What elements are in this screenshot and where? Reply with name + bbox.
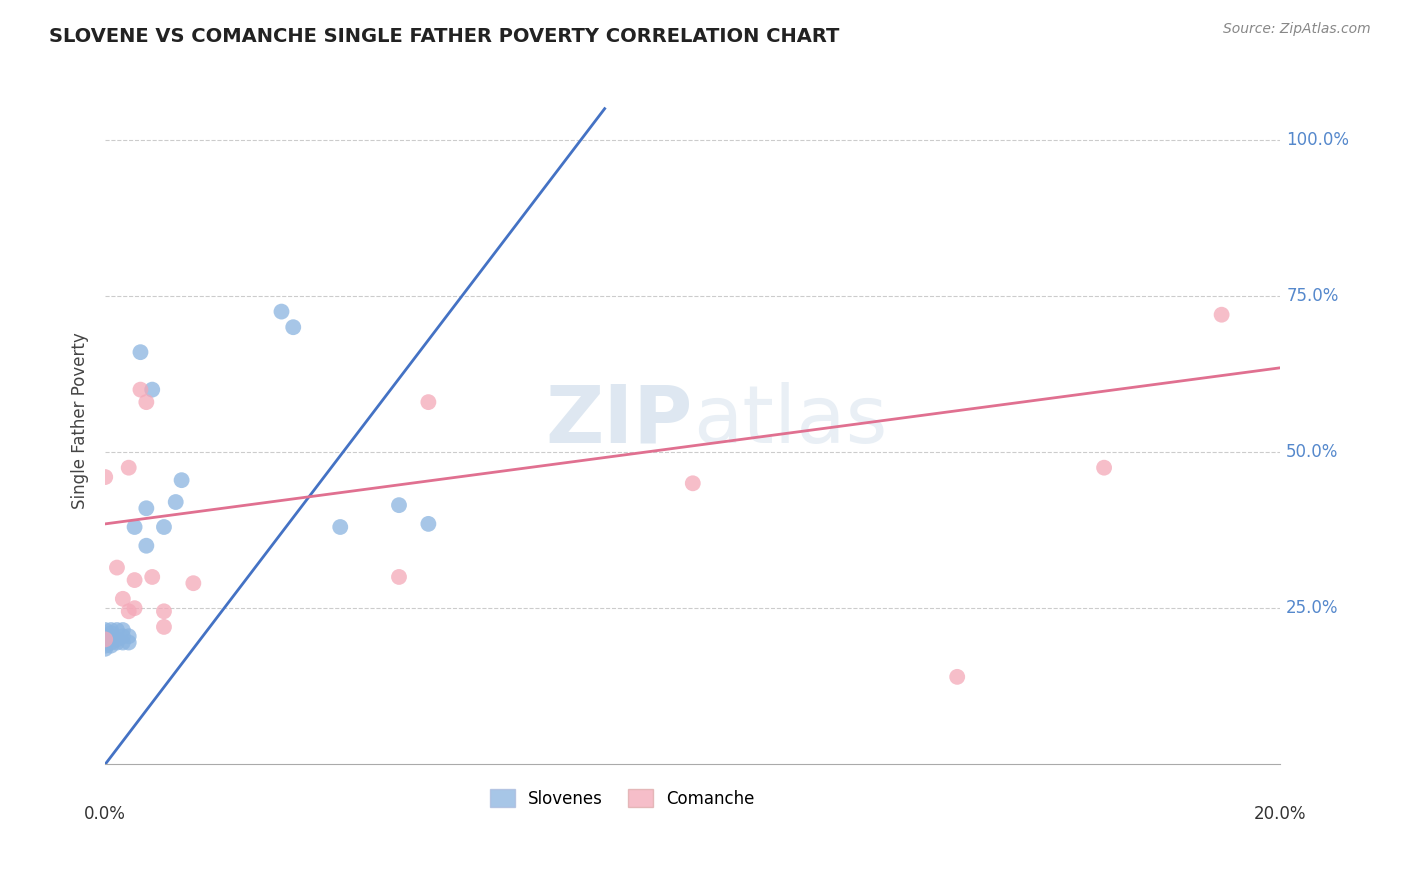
Point	[100, 639, 122, 653]
Point	[141, 383, 163, 397]
Point	[124, 573, 146, 587]
Text: ZIP: ZIP	[546, 382, 693, 460]
Point	[100, 626, 122, 640]
Point	[118, 460, 141, 475]
Point	[165, 495, 187, 509]
Point	[124, 520, 146, 534]
Text: 75.0%: 75.0%	[1286, 287, 1339, 305]
Point	[129, 383, 152, 397]
Point	[388, 498, 411, 512]
Point	[94, 623, 117, 637]
Point	[153, 604, 176, 618]
Point	[111, 629, 134, 643]
Point	[118, 629, 141, 643]
Point	[105, 623, 128, 637]
Text: 0.0%: 0.0%	[84, 805, 127, 823]
Point	[135, 539, 157, 553]
Point	[388, 570, 411, 584]
Point	[111, 591, 134, 606]
Point	[1211, 308, 1233, 322]
Text: 50.0%: 50.0%	[1286, 443, 1339, 461]
Point	[105, 635, 128, 649]
Point	[153, 520, 176, 534]
Text: atlas: atlas	[693, 382, 887, 460]
Point	[118, 604, 141, 618]
Legend: Slovenes, Comanche: Slovenes, Comanche	[484, 783, 762, 814]
Point	[105, 560, 128, 574]
Point	[100, 623, 122, 637]
Point	[124, 601, 146, 615]
Point	[100, 635, 122, 649]
Point	[111, 635, 134, 649]
Point	[94, 632, 117, 647]
Point	[100, 629, 122, 643]
Text: 100.0%: 100.0%	[1286, 131, 1350, 149]
Point	[170, 473, 193, 487]
Point	[1092, 460, 1115, 475]
Point	[418, 516, 440, 531]
Point	[141, 570, 163, 584]
Point	[682, 476, 704, 491]
Point	[94, 641, 117, 656]
Point	[94, 639, 117, 653]
Text: 25.0%: 25.0%	[1286, 599, 1339, 617]
Point	[105, 632, 128, 647]
Point	[153, 620, 176, 634]
Point	[129, 345, 152, 359]
Point	[135, 501, 157, 516]
Point	[283, 320, 305, 334]
Point	[135, 395, 157, 409]
Point	[94, 632, 117, 647]
Text: 20.0%: 20.0%	[1254, 805, 1306, 823]
Point	[94, 635, 117, 649]
Point	[118, 635, 141, 649]
Point	[94, 470, 117, 484]
Point	[946, 670, 969, 684]
Point	[270, 304, 292, 318]
Point	[418, 395, 440, 409]
Point	[183, 576, 205, 591]
Text: Source: ZipAtlas.com: Source: ZipAtlas.com	[1223, 22, 1371, 37]
Point	[94, 629, 117, 643]
Point	[111, 623, 134, 637]
Point	[329, 520, 352, 534]
Y-axis label: Single Father Poverty: Single Father Poverty	[72, 333, 89, 509]
Text: SLOVENE VS COMANCHE SINGLE FATHER POVERTY CORRELATION CHART: SLOVENE VS COMANCHE SINGLE FATHER POVERT…	[49, 27, 839, 45]
